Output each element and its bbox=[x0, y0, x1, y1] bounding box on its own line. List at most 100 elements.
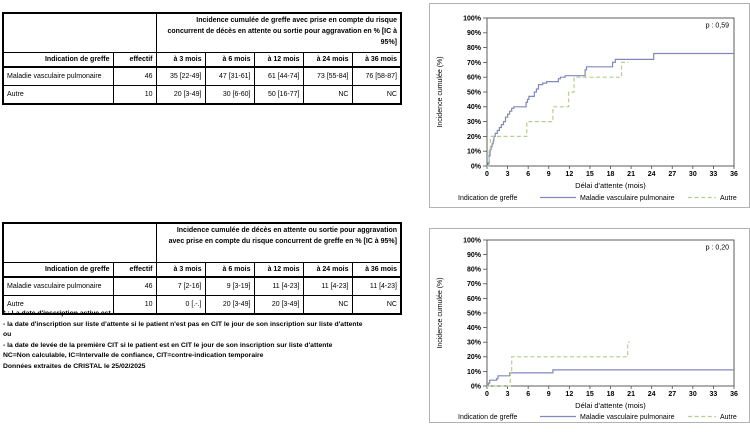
y-tick-label: 30% bbox=[467, 119, 482, 126]
plot-frame bbox=[486, 17, 735, 167]
x-tick-label: 15 bbox=[586, 391, 594, 398]
table-cell: NC bbox=[302, 295, 353, 315]
column-header-1: effectif bbox=[112, 52, 157, 68]
x-tick-label: 18 bbox=[607, 171, 615, 178]
table-cell: 35 [22-49] bbox=[155, 66, 206, 86]
column-header-4: à 12 mois bbox=[253, 262, 304, 278]
legend-label-autre: Autre bbox=[720, 414, 737, 421]
x-tick-label: 30 bbox=[689, 171, 697, 178]
x-tick-label: 36 bbox=[730, 391, 738, 398]
y-axis-title: Incidence cumulée (%) bbox=[437, 277, 444, 348]
x-tick-label: 33 bbox=[710, 171, 718, 178]
x-axis-title: Délai d'attente (mois) bbox=[575, 181, 646, 190]
y-tick-label: 40% bbox=[467, 104, 482, 111]
table-cell: 10 bbox=[112, 85, 157, 105]
column-header-6: à 36 mois bbox=[351, 262, 402, 278]
incidence-deces-table: Incidence cumulée de décès en attente ou… bbox=[2, 222, 402, 315]
legend-label-mvp: Maladie vasculaire pulmonaire bbox=[580, 414, 675, 421]
y-tick-label: 80% bbox=[467, 45, 482, 52]
column-header-2: à 3 mois bbox=[155, 52, 206, 68]
y-tick-label: 100% bbox=[463, 237, 482, 244]
x-axis-title: Délai d'attente (mois) bbox=[575, 401, 646, 410]
column-header-4: à 12 mois bbox=[253, 52, 304, 68]
footnote-line: * : La date d'inscription active est : bbox=[3, 310, 115, 317]
table-corner-cell bbox=[2, 12, 157, 53]
table-corner-cell bbox=[2, 222, 157, 263]
table-cell: 10 bbox=[112, 295, 157, 315]
table-cell: 11 [4-23] bbox=[253, 276, 304, 296]
x-tick-label: 18 bbox=[607, 391, 615, 398]
row-label: Autre bbox=[2, 295, 114, 315]
y-tick-label: 90% bbox=[467, 252, 482, 259]
column-header-0: Indication de greffe bbox=[2, 52, 114, 68]
chart-canvas: 0%10%20%30%40%50%60%70%80%90%100%0 3 6 9 12 1… bbox=[437, 237, 738, 421]
footnotes: * : La date d'inscription active est : - … bbox=[3, 309, 423, 372]
table-row: Maladie vasculaire pulmonaire 46 7 [2-16] 9… bbox=[2, 276, 402, 296]
table-cell: 11 [4-23] bbox=[351, 276, 402, 296]
y-tick-label: 50% bbox=[467, 310, 482, 317]
x-tick-label: 24 bbox=[648, 171, 656, 178]
row-label: Maladie vasculaire pulmonaire bbox=[2, 276, 114, 296]
column-header-2: à 3 mois bbox=[155, 262, 206, 278]
y-tick-label: 20% bbox=[467, 134, 482, 141]
table-cell: 9 [3-19] bbox=[204, 276, 255, 296]
y-axis-title: Incidence cumulée (%) bbox=[437, 56, 444, 127]
y-tick-label: 70% bbox=[467, 281, 482, 288]
x-tick-label: 6 bbox=[526, 391, 530, 398]
x-tick-label: 12 bbox=[565, 391, 573, 398]
y-tick-label: 60% bbox=[467, 75, 482, 82]
series-line-autre bbox=[487, 61, 629, 167]
x-tick-label: 33 bbox=[710, 391, 718, 398]
chart-incidence-deces: 0% 10% 20% 30% 40% 50% 60% 70% 80% 90% 100% 0 3 6 9 12 1… bbox=[429, 228, 750, 423]
table-header-title: Incidence cumulée de greffe avec prise e… bbox=[155, 12, 402, 53]
table-cell: 61 [44-74] bbox=[253, 66, 304, 86]
y-tick-label: 60% bbox=[467, 296, 482, 303]
table-cell: 30 [6-60] bbox=[204, 85, 255, 105]
column-header-1: effectif bbox=[112, 262, 157, 278]
x-tick-label: 27 bbox=[668, 391, 676, 398]
footnote-line: - la date de levée de la première CIT si… bbox=[3, 341, 333, 349]
legend-title: Indication de greffe bbox=[458, 414, 518, 421]
footnote-line: - la date d'inscription sur liste d'atte… bbox=[3, 320, 363, 328]
x-tick-label: 30 bbox=[689, 391, 697, 398]
y-tick-label: 100% bbox=[463, 15, 482, 22]
table-cell: 76 [58-87] bbox=[351, 66, 402, 86]
y-tick-label: 40% bbox=[467, 325, 482, 332]
table-row: Maladie vasculaire pulmonaire 46 35 [22-49… bbox=[2, 66, 402, 86]
legend-title: Indication de greffe bbox=[458, 195, 518, 202]
y-tick-label: 90% bbox=[467, 30, 482, 37]
table-cell: 7 [2-16] bbox=[155, 276, 206, 296]
series-line-autre bbox=[487, 341, 630, 387]
column-header-3: à 6 mois bbox=[204, 52, 255, 68]
p-value-label: p : 0,59 bbox=[706, 23, 729, 30]
table-cell: 20 [3-49] bbox=[155, 85, 206, 105]
row-label: Autre bbox=[2, 85, 114, 105]
y-tick-label: 30% bbox=[467, 340, 482, 347]
x-tick-label: 3 bbox=[506, 171, 510, 178]
x-tick-label: 21 bbox=[627, 171, 635, 178]
y-tick-label: 50% bbox=[467, 89, 482, 96]
row-label: Maladie vasculaire pulmonaire bbox=[2, 66, 114, 86]
table-cell: NC bbox=[302, 85, 353, 105]
x-tick-label: 24 bbox=[648, 391, 656, 398]
table-cell: 47 [31-61] bbox=[204, 66, 255, 86]
chart-canvas: 0%10%20%30%40%50%60%70%80%90%100%0 3 6 9 12 1… bbox=[437, 15, 738, 202]
x-tick-label: 15 bbox=[586, 171, 594, 178]
y-tick-label: 0% bbox=[471, 163, 482, 170]
table-cell: 20 [3-49] bbox=[204, 295, 255, 315]
column-header-6: à 36 mois bbox=[351, 52, 402, 68]
y-tick-label: 10% bbox=[467, 369, 482, 376]
y-tick-label: 80% bbox=[467, 267, 482, 274]
footnote-line: Données extraites de CRISTAL le 25/02/20… bbox=[3, 362, 146, 370]
x-tick-label: 27 bbox=[668, 171, 676, 178]
table-cell: 73 [55-84] bbox=[302, 66, 353, 86]
series-line-maladie-vasculaire-pulmonaire bbox=[487, 52, 734, 167]
chart-incidence-greffe: 0% 10% 20% 30% 40% 50% 60% 70% 80% 90% 100% 0 3 6 9 12 1… bbox=[429, 3, 750, 208]
table-cell: 46 bbox=[112, 66, 157, 86]
table-cell: 11 [4-23] bbox=[302, 276, 353, 296]
footnote-line: NC=Non calculable, IC=Intervalle de conf… bbox=[3, 352, 264, 359]
x-tick-label: 6 bbox=[526, 171, 530, 178]
x-tick-label: 3 bbox=[506, 391, 510, 398]
column-header-3: à 6 mois bbox=[204, 262, 255, 278]
